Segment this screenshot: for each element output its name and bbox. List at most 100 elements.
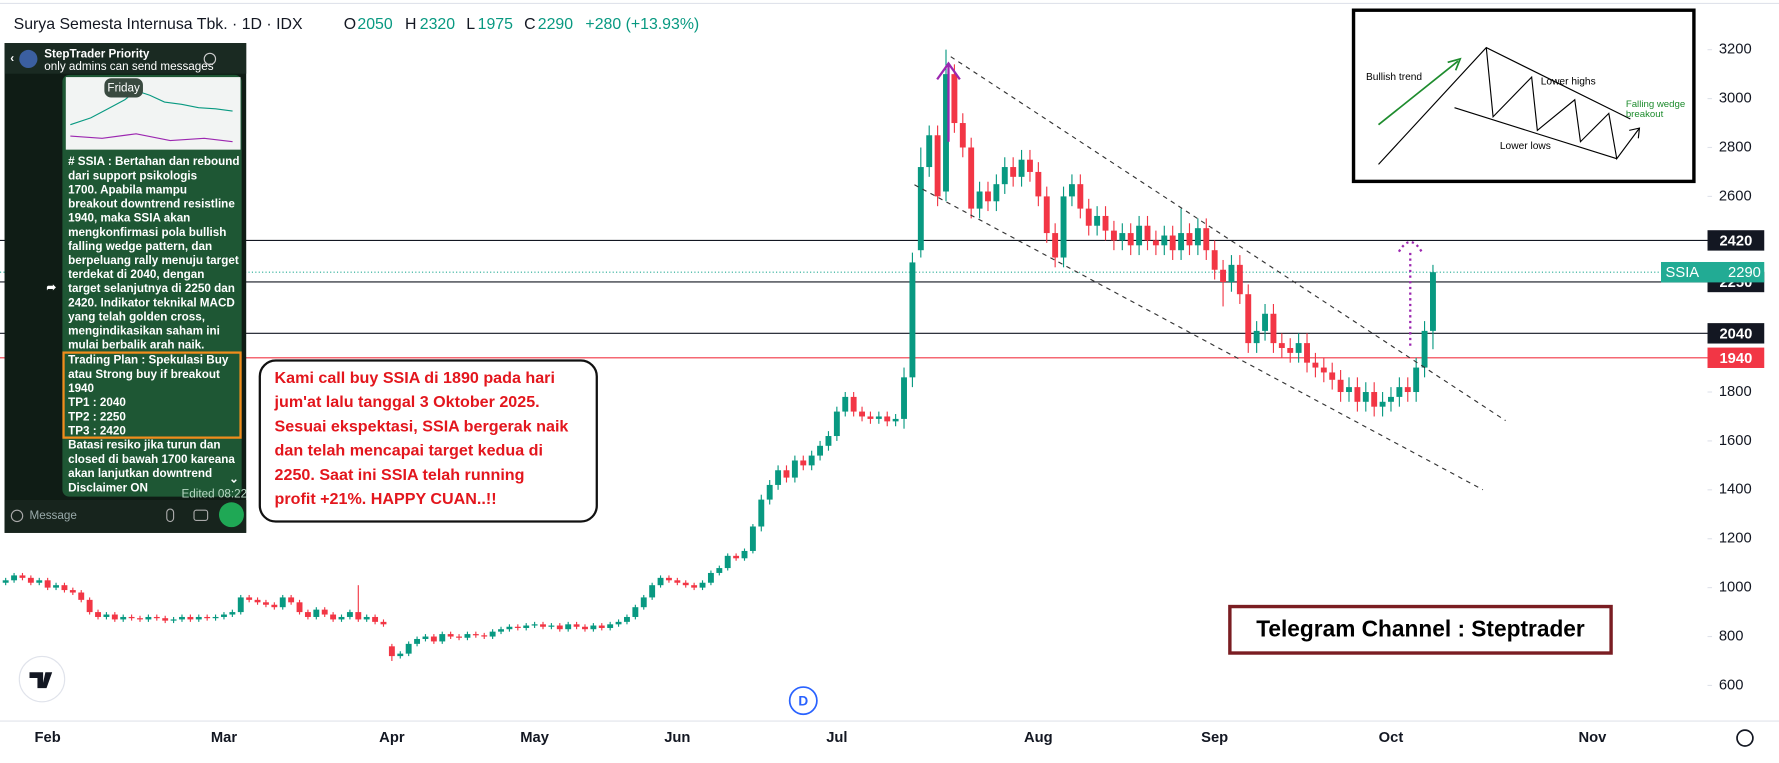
trend-arrow bbox=[1377, 60, 1459, 126]
plan-line: TP3 : 2420 bbox=[68, 424, 126, 437]
chat-line: target selanjutnya di 2250 dan bbox=[68, 282, 235, 295]
level-label-box bbox=[1707, 230, 1765, 251]
candle-body bbox=[1379, 401, 1386, 407]
plan-line: Trading Plan : Spekulasi Buy bbox=[68, 354, 229, 367]
wedge-label: breakout bbox=[1626, 109, 1664, 120]
resistance-trendline bbox=[950, 56, 1506, 422]
candle-body bbox=[111, 614, 118, 620]
input-placeholder: Message bbox=[29, 509, 76, 522]
marker-label: D bbox=[798, 693, 808, 708]
candle-body bbox=[472, 634, 479, 636]
candle-body bbox=[313, 609, 320, 617]
candle-body bbox=[1396, 387, 1403, 397]
emoji-icon bbox=[10, 509, 24, 523]
candle-body bbox=[934, 135, 941, 197]
candle-body bbox=[11, 575, 18, 581]
ohlc-value: 1975 bbox=[478, 16, 513, 33]
candle-body bbox=[103, 614, 110, 617]
share-icon: ➦ bbox=[47, 281, 57, 294]
thumbnail-line bbox=[70, 90, 233, 126]
candle-body bbox=[1018, 159, 1025, 177]
candle-body bbox=[1320, 367, 1327, 373]
note-line: jum'at lalu tanggal 3 Oktober 2025. bbox=[274, 393, 540, 411]
banner-box bbox=[1228, 604, 1613, 655]
chat-line: dari support psikologis bbox=[68, 169, 198, 182]
candle-body bbox=[1388, 396, 1394, 402]
candle-body bbox=[649, 585, 656, 598]
candle-body bbox=[573, 624, 580, 627]
candle-body bbox=[917, 167, 924, 251]
candle-body bbox=[254, 599, 261, 603]
last-price-symbol: SSIA bbox=[1666, 265, 1700, 281]
candle-body bbox=[237, 597, 244, 613]
note-box bbox=[258, 359, 598, 523]
candle-body bbox=[657, 577, 664, 586]
wedge-label: Bullish trend bbox=[1366, 72, 1422, 83]
settings-icon[interactable] bbox=[1736, 729, 1754, 747]
candle-body bbox=[1278, 343, 1285, 348]
thumbnail-line bbox=[70, 133, 233, 143]
candle-body bbox=[548, 625, 555, 627]
candle-body bbox=[1102, 215, 1109, 231]
arrow-head bbox=[936, 61, 961, 81]
candle-body bbox=[850, 396, 857, 412]
y-tick-label: 800 bbox=[1719, 628, 1744, 644]
last-price-box bbox=[1661, 261, 1765, 283]
candle-body bbox=[1119, 233, 1126, 241]
candle-body bbox=[1430, 272, 1436, 331]
candle-body bbox=[1245, 294, 1252, 344]
dividend-marker[interactable] bbox=[788, 686, 818, 716]
candle-body bbox=[489, 631, 496, 637]
candle-body bbox=[1304, 343, 1310, 363]
candle-body bbox=[355, 612, 362, 620]
candle-body bbox=[397, 653, 404, 657]
candle-body bbox=[1354, 387, 1361, 402]
y-tick-label: 1200 bbox=[1719, 531, 1752, 547]
candle-body bbox=[808, 455, 815, 466]
candle-body bbox=[153, 616, 160, 619]
candle-body bbox=[304, 612, 311, 617]
candle-body bbox=[321, 609, 328, 615]
wedge-label: Lower highs bbox=[1541, 76, 1596, 87]
change: +280 (+13.93%) bbox=[585, 16, 699, 33]
chat-line: mulai berbalik arah naik. bbox=[68, 339, 204, 352]
chat-line: 1700. Apabila mampu bbox=[68, 183, 187, 196]
candle-body bbox=[120, 616, 127, 620]
candle-body bbox=[296, 602, 303, 613]
candle-body bbox=[380, 621, 387, 625]
candle-body bbox=[598, 625, 605, 628]
thumbnail bbox=[65, 77, 241, 150]
plan-line: TP1 : 2040 bbox=[68, 396, 126, 409]
candle-body bbox=[1169, 235, 1176, 251]
candle-body bbox=[523, 625, 530, 628]
edited-label: Edited 08:22 bbox=[182, 487, 248, 500]
candle-body bbox=[741, 550, 748, 559]
y-tick-label: 1000 bbox=[1719, 580, 1752, 596]
candle-body bbox=[1178, 233, 1185, 251]
candle-body bbox=[884, 416, 891, 422]
ohlc-label: L bbox=[466, 16, 475, 33]
level-label: 1940 bbox=[1719, 351, 1752, 367]
y-tick-label: 1800 bbox=[1719, 384, 1752, 400]
candle-body bbox=[456, 636, 462, 638]
candle-body bbox=[330, 614, 337, 620]
input-bar bbox=[4, 499, 247, 533]
candle-body bbox=[439, 634, 446, 642]
candle-body bbox=[170, 619, 177, 621]
attach-icon bbox=[166, 508, 175, 523]
candle-body bbox=[1161, 235, 1168, 246]
trend-arrow-head bbox=[1447, 57, 1462, 71]
ohlc-value: 2290 bbox=[538, 16, 573, 33]
candle-body bbox=[707, 572, 714, 583]
x-tick-label: Nov bbox=[1579, 730, 1608, 746]
candle-body bbox=[1194, 228, 1201, 246]
candle-body bbox=[1253, 330, 1260, 344]
candle-body bbox=[229, 612, 236, 615]
header: Surya Semesta Internusa Tbk. · 1D · IDX … bbox=[14, 16, 700, 33]
candle-body bbox=[699, 582, 706, 588]
plan-line: TP2 : 2250 bbox=[68, 410, 126, 423]
candle-body bbox=[69, 590, 76, 593]
candle-body bbox=[162, 618, 169, 621]
